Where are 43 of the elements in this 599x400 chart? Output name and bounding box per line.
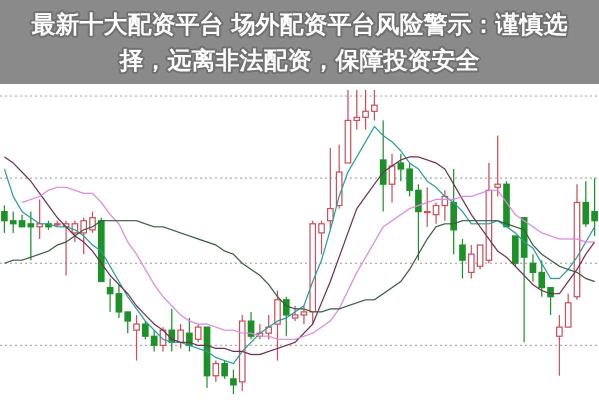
candlestick [538,260,546,298]
chart-title: 最新十大配资平台 场外配资平台风险警示：谨慎选择，远离非法配资，保障投资安全 [30,10,568,74]
candlestick [406,162,413,197]
candlestick [318,220,325,255]
candlestick [133,314,140,362]
candlestick [124,311,132,334]
candlestick [150,330,158,352]
candlestick [494,135,502,197]
candlestick [221,360,228,380]
candlestick [397,153,404,182]
candlestick [248,311,254,340]
candlestick [116,284,122,319]
candlestick [468,244,475,280]
candlestick [300,305,308,325]
candlestick [362,89,369,130]
candlestick [353,89,360,130]
candlestick [142,320,149,340]
candlestick [194,323,202,343]
candlestick [18,214,26,228]
candlestick [424,186,431,228]
candlestick [388,153,396,204]
candlestick [371,89,378,121]
candlestick [547,287,554,316]
candlestick [530,254,536,282]
candlestick [80,217,88,255]
candlestick [556,314,563,376]
candlestick [459,238,466,280]
candlestick [292,305,298,322]
candlestick [89,211,96,234]
candlestick [582,180,590,228]
candlestick [10,211,17,234]
candlestick [327,147,334,230]
candlestick [415,184,422,261]
candlestick [230,369,237,395]
candlestick [212,360,220,382]
candlestick [1,204,8,234]
candlestick [265,314,272,340]
candlestick [282,296,290,337]
candlestick [432,202,440,224]
candlestick [106,278,114,313]
candlestick [28,211,34,261]
candlestick [476,244,484,270]
candlestick [591,178,598,237]
